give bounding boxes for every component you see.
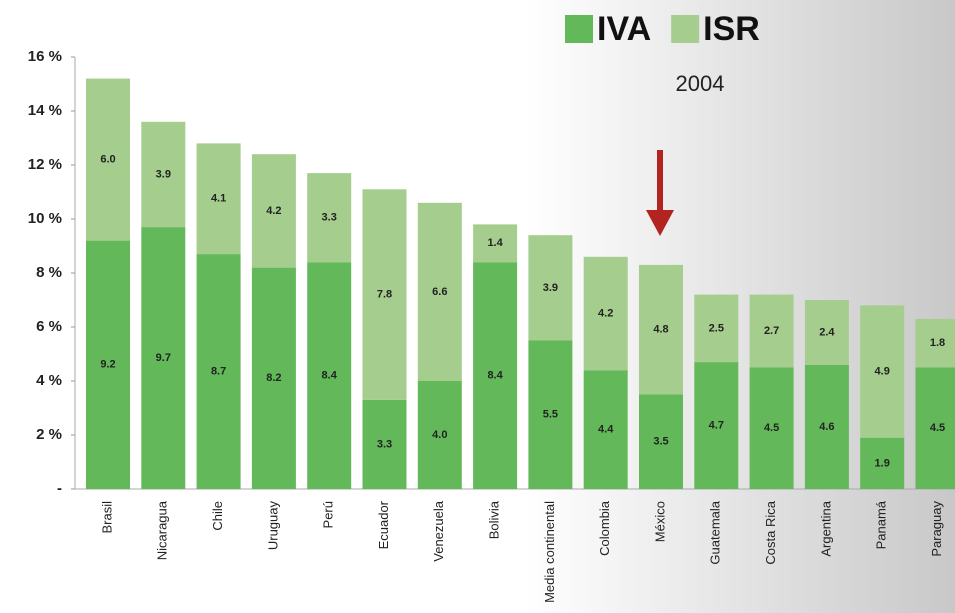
bar-segment	[749, 294, 794, 368]
value-label: 7.8	[377, 289, 392, 301]
value-label: 9.7	[156, 352, 171, 364]
bar-segment	[251, 154, 296, 268]
value-label: 3.3	[322, 212, 337, 224]
x-tick-label: Chile	[210, 501, 225, 531]
legend-label: IVA	[597, 10, 651, 48]
bar-segment	[583, 370, 628, 489]
y-tick-label: 10 %	[28, 210, 62, 227]
value-label: 4.5	[930, 422, 945, 434]
value-label: 3.9	[543, 282, 558, 294]
bar-segment	[639, 394, 683, 489]
value-label: 2.4	[819, 326, 835, 338]
x-tick-label: Bolivia	[487, 500, 502, 539]
bar-segment	[639, 264, 683, 395]
y-tick-label: 8 %	[36, 264, 62, 281]
value-label: 4.9	[875, 365, 890, 377]
x-tick-label: Brasil	[99, 501, 114, 534]
x-tick-label: Argentina	[818, 500, 833, 556]
value-label: 4.7	[709, 419, 724, 431]
bar-segment	[196, 143, 241, 255]
bar-segment	[362, 399, 407, 489]
value-label: 8.7	[211, 365, 226, 377]
bar-segment	[307, 173, 352, 263]
bar-segment	[473, 262, 518, 489]
value-label: 2.7	[764, 325, 779, 337]
bar-segment	[417, 381, 462, 489]
bar-segment	[196, 254, 241, 489]
value-label: 4.5	[764, 422, 779, 434]
x-tick-label: Colombia	[597, 500, 612, 556]
bar-segment	[473, 224, 518, 263]
x-tick-label: México	[652, 501, 667, 542]
bar-segment	[86, 240, 130, 489]
y-tick-label: 14 %	[28, 102, 62, 119]
x-tick-label: Uruguay	[265, 501, 280, 551]
x-tick-label: Perú	[321, 501, 336, 528]
bar-segment	[528, 235, 573, 341]
bar-segment	[141, 227, 186, 489]
value-label: 4.6	[819, 421, 834, 433]
value-label: 4.0	[432, 429, 447, 441]
bar-segment	[694, 362, 739, 489]
value-label: 6.0	[100, 154, 115, 166]
bar-segment	[860, 305, 905, 438]
legend-swatch	[565, 15, 593, 43]
bar-segment	[417, 202, 462, 381]
x-tick-label: Costa Rica	[763, 500, 778, 564]
legend-label: ISR	[703, 10, 760, 48]
value-label: 1.9	[875, 457, 890, 469]
y-tick-label: 2 %	[36, 426, 62, 443]
value-label: 4.8	[653, 324, 668, 336]
bar-segment	[694, 294, 739, 363]
bar-segment	[860, 437, 905, 489]
y-tick-label: 6 %	[36, 318, 62, 335]
value-label: 4.2	[266, 205, 281, 217]
value-label: 2.5	[709, 322, 724, 334]
bar-segment	[362, 189, 407, 400]
bar-segment	[804, 364, 849, 489]
x-tick-label: Venezuela	[431, 500, 446, 561]
value-label: 4.1	[211, 193, 226, 205]
bar-segment	[915, 318, 955, 368]
bar-segment	[528, 340, 573, 489]
value-label: 8.4	[487, 370, 503, 382]
x-tick-label: Guatemala	[708, 500, 723, 564]
y-tick-label: -	[57, 480, 62, 497]
x-tick-label: Nicaragua	[155, 500, 170, 560]
bar-segment	[749, 367, 794, 489]
value-label: 1.8	[930, 337, 945, 349]
value-label: 8.4	[322, 370, 338, 382]
value-label: 1.4	[487, 237, 503, 249]
bar-segment	[86, 78, 130, 241]
value-label: 9.2	[100, 359, 115, 371]
value-label: 6.6	[432, 286, 447, 298]
bar-segment	[251, 267, 296, 489]
bar-segment	[141, 121, 186, 228]
value-label: 4.2	[598, 307, 613, 319]
subtitle: 2004	[676, 71, 725, 96]
value-label: 3.5	[653, 436, 668, 448]
y-tick-label: 4 %	[36, 372, 62, 389]
value-label: 3.9	[156, 168, 171, 180]
x-tick-label: Ecuador	[376, 500, 391, 549]
bar-segment	[307, 262, 352, 489]
arrow	[646, 150, 674, 236]
value-label: 5.5	[543, 409, 558, 421]
y-tick-label: 12 %	[28, 156, 62, 173]
y-tick-label: 16 %	[28, 48, 62, 65]
x-tick-label: Paraguay	[929, 501, 944, 557]
value-label: 8.2	[266, 372, 281, 384]
bar-segment	[915, 367, 955, 489]
value-label: 4.4	[598, 424, 614, 436]
bar-segment	[804, 300, 849, 365]
value-label: 3.3	[377, 438, 392, 450]
legend-swatch	[671, 15, 700, 43]
x-tick-label: Media continental	[542, 501, 557, 603]
x-tick-label: Panamá	[874, 500, 889, 549]
bar-segment	[583, 256, 628, 371]
